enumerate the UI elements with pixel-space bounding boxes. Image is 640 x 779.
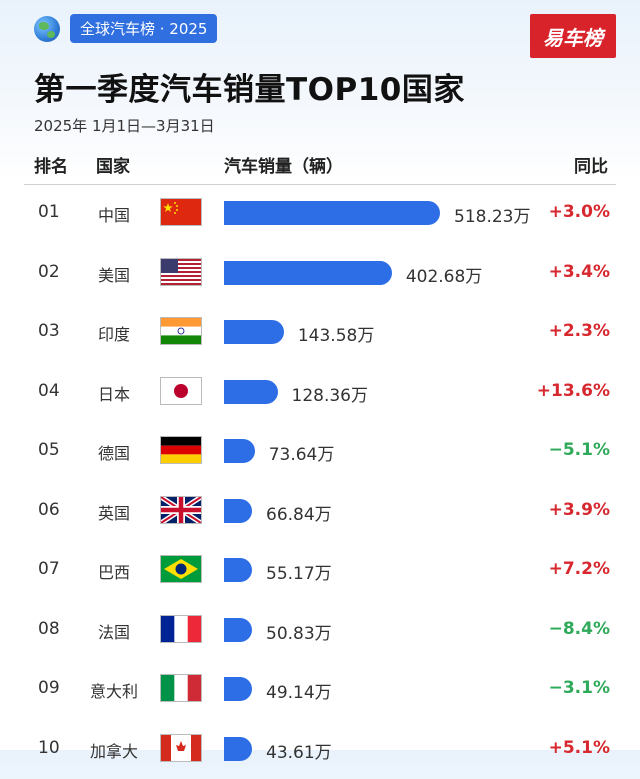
sales-value-label: 49.14万 [266,678,332,703]
sales-bar [224,499,252,523]
country-label: 英国 [86,500,142,524]
usa-flag-icon [160,258,202,286]
sales-value-label: 402.68万 [406,262,482,287]
country-label: 德国 [86,440,142,464]
list-item: 02 美国 402.68万 +3.4% [24,244,616,304]
sales-bar [224,439,255,463]
yoy-change: +5.1% [549,738,610,758]
yoy-change: +13.6% [537,381,610,401]
sales-bar [224,677,252,701]
rank-label: 06 [38,500,60,520]
tagline-badge: 全球汽车榜 · 2025 [70,14,217,43]
date-range: 2025年 1月1日—3月31日 [34,115,215,136]
yoy-change: +3.4% [549,262,610,282]
table-header: 排名 国家 汽车销量（辆） 同比 [24,146,616,185]
sales-value-label: 50.83万 [266,619,332,644]
country-label: 意大利 [86,678,142,702]
sales-value-label: 66.84万 [266,500,332,525]
sales-value-label: 518.23万 [454,202,530,227]
uk-flag-icon [160,496,202,524]
yoy-change: −5.1% [549,440,610,460]
brand-logo: 易车榜 [530,14,616,58]
sales-bar [224,320,284,344]
sales-value-label: 43.61万 [266,738,332,763]
sales-value-label: 55.17万 [266,559,332,584]
brazil-flag-icon [160,555,202,583]
sales-value-label: 128.36万 [292,381,368,406]
list-item: 08 法国 50.83万 −8.4% [24,601,616,661]
sales-bar [224,261,392,285]
japan-flag-icon [160,377,202,405]
list-item: 09 意大利 49.14万 −3.1% [24,660,616,720]
germany-flag-icon [160,436,202,464]
country-label: 中国 [86,202,142,226]
list-item: 07 巴西 55.17万 +7.2% [24,541,616,601]
rank-label: 03 [38,321,60,341]
yoy-change: +3.0% [549,202,610,222]
header-country: 国家 [96,152,130,177]
yoy-change: −3.1% [549,678,610,698]
globe-icon [34,16,60,42]
list-item: 01 中国 518.23万 +3.0% [24,184,616,244]
rank-label: 01 [38,202,60,222]
tagline-area: 全球汽车榜 · 2025 [34,14,217,43]
rank-label: 02 [38,262,60,282]
chart-title: 第一季度汽车销量TOP10国家 [34,64,465,109]
sales-value-label: 143.58万 [298,321,374,346]
rank-label: 09 [38,678,60,698]
country-label: 美国 [86,262,142,286]
china-flag-icon [160,198,202,226]
country-label: 印度 [86,321,142,345]
header-yoy: 同比 [574,152,608,177]
yoy-change: +7.2% [549,559,610,579]
canada-flag-icon [160,734,202,762]
header-rank: 排名 [34,152,68,177]
france-flag-icon [160,615,202,643]
yoy-change: −8.4% [549,619,610,639]
sales-bar [224,380,278,404]
italy-flag-icon [160,674,202,702]
country-label: 巴西 [86,559,142,583]
sales-value-label: 73.64万 [269,440,335,465]
india-flag-icon [160,317,202,345]
yoy-change: +2.3% [549,321,610,341]
sales-bar [224,618,252,642]
sales-bar [224,558,252,582]
rank-label: 07 [38,559,60,579]
rank-label: 05 [38,440,60,460]
ranking-list: 01 中国 518.23万 +3.0% 02 美国 402.68万 +3.4% 03 印度 143.… [24,184,616,779]
country-label: 法国 [86,619,142,643]
sales-bar [224,201,440,225]
rank-label: 04 [38,381,60,401]
country-label: 日本 [86,381,142,405]
rank-label: 10 [38,738,60,758]
list-item: 05 德国 73.64万 −5.1% [24,422,616,482]
list-item: 03 印度 143.58万 +2.3% [24,303,616,363]
list-item: 06 英国 66.84万 +3.9% [24,482,616,542]
sales-bar [224,737,252,761]
yoy-change: +3.9% [549,500,610,520]
list-item: 04 日本 128.36万 +13.6% [24,363,616,423]
header-sales: 汽车销量（辆） [224,152,343,177]
rank-label: 08 [38,619,60,639]
